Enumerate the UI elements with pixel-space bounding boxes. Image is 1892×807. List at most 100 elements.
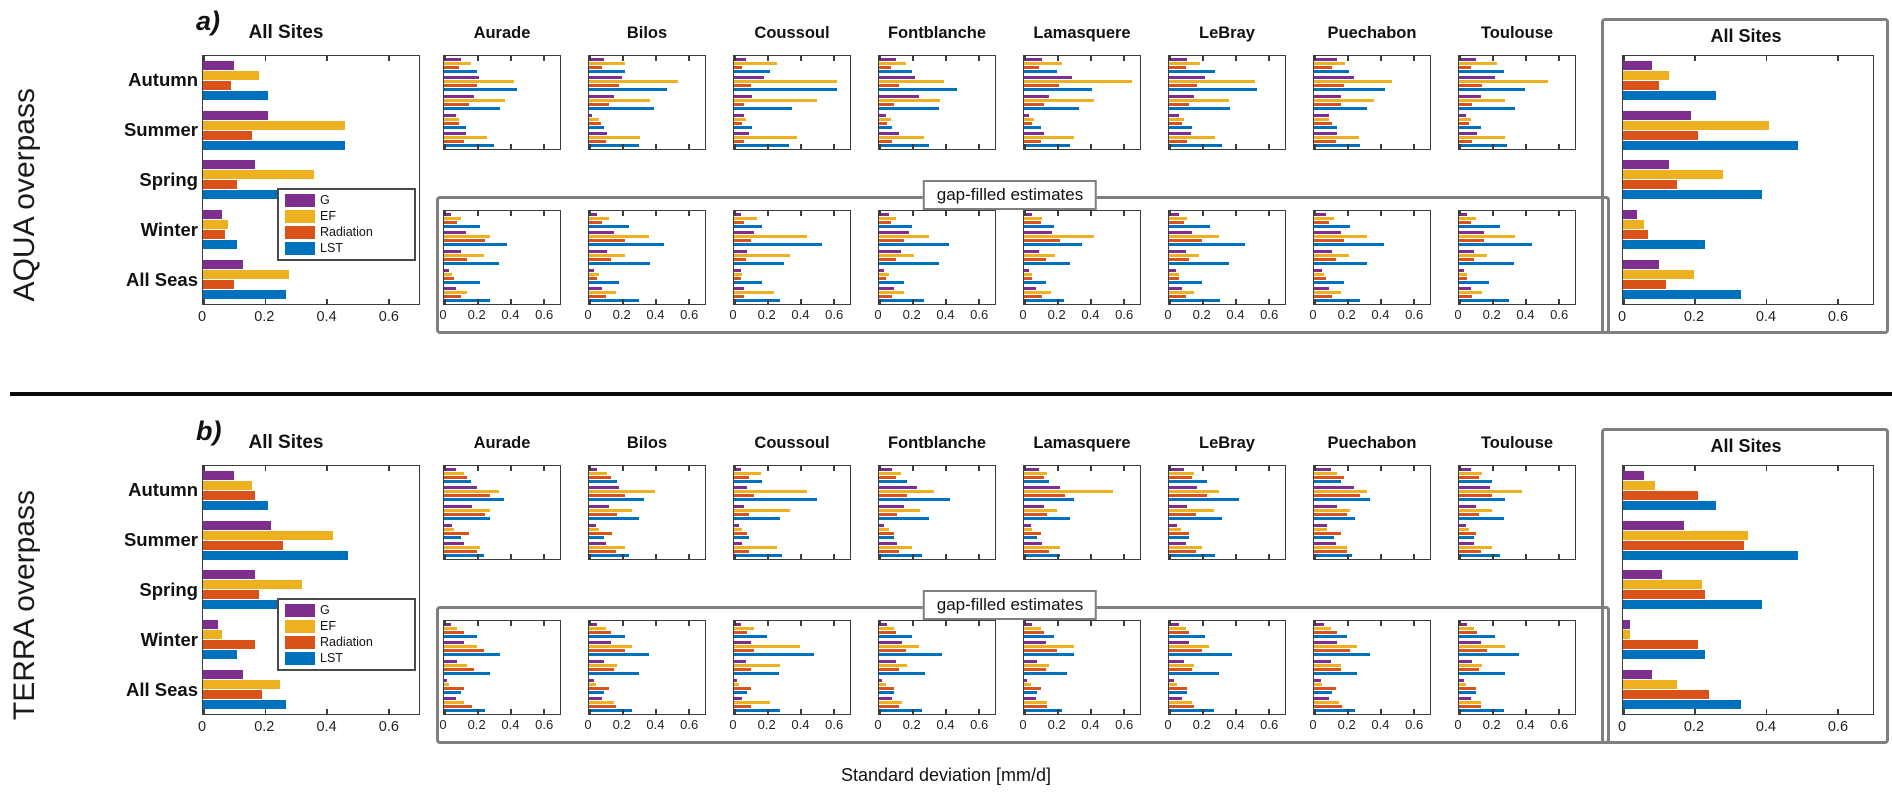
category-label-summer: Summer: [123, 119, 198, 140]
category-label-all-seas: All Seas: [126, 269, 198, 290]
axis-tick: [1380, 621, 1382, 626]
bar-g: [1024, 212, 1033, 216]
axis-tick: [1694, 466, 1696, 471]
bar-g: [1169, 678, 1174, 682]
bar-radiation: [444, 102, 469, 106]
bar-radiation: [734, 220, 744, 224]
x-tick-label: 0: [1454, 307, 1462, 322]
site-title-lebray: LeBray: [1199, 434, 1255, 452]
bar-lst: [734, 69, 771, 73]
bar-group-all-seas: [589, 540, 705, 559]
bar-radiation: [589, 102, 609, 106]
bar-lst: [1459, 653, 1519, 657]
bar-radiation: [203, 590, 259, 600]
bar-group-all-seas: [879, 285, 995, 304]
bar-radiation: [589, 667, 614, 671]
bar-ef: [1314, 272, 1324, 276]
bar-radiation: [444, 239, 486, 243]
axis-tick: [800, 211, 802, 216]
bar-radiation: [589, 475, 611, 479]
sites-grid: Aurade 0 0.2 0.4 0.6 Bilos 0 0.2 0.4 0.6 Coussoul 0…: [439, 0, 1603, 340]
bar-g: [1314, 659, 1331, 663]
bar-ef: [444, 663, 468, 667]
bar-g: [1169, 504, 1188, 508]
axis-tick: [1024, 56, 1026, 61]
bar-group-winter: [1169, 677, 1285, 696]
bar-g: [589, 678, 594, 682]
bar-group-summer: [1169, 485, 1285, 504]
bar-lst: [879, 498, 951, 502]
axis-tick: [1202, 299, 1204, 304]
bar-ef: [444, 546, 481, 550]
axis-tick: [1024, 466, 1026, 471]
x-tick-label: 0.6: [1550, 307, 1569, 322]
panel-label-b: b): [196, 416, 222, 446]
axis-tick: [1492, 299, 1494, 304]
axis-tick: [1268, 211, 1270, 216]
site-chart-aurade-gapfilled: [443, 620, 561, 715]
axis-tick: [833, 709, 835, 714]
site-title-fontblanche: Fontblanche: [887, 24, 987, 42]
bar-radiation: [1459, 475, 1479, 479]
axis-tick: [655, 211, 657, 216]
site-column-coussoul: Coussoul 0 0.2 0.4 0.6: [729, 410, 878, 750]
bar-g: [589, 76, 623, 80]
bar-group-winter: [444, 677, 560, 696]
bar-g: [1024, 678, 1028, 682]
axis-tick: [1202, 554, 1204, 559]
axis-tick: [978, 211, 980, 216]
bar-g: [879, 467, 893, 471]
bar-group-autumn: [1459, 466, 1575, 485]
bar-ef: [1459, 136, 1506, 140]
bar-lst: [1169, 69, 1216, 73]
bar-ef: [1459, 682, 1466, 686]
bar-ef: [1459, 272, 1468, 276]
bar-group-winter: [879, 522, 995, 541]
bar-ef: [589, 546, 626, 550]
x-tick-label: 0.6: [970, 717, 989, 732]
x-tick-label: 0.2: [1337, 307, 1356, 322]
x-tick-label: 0.6: [1405, 307, 1424, 322]
bar-ef: [1314, 136, 1359, 140]
bar-ef: [734, 471, 761, 475]
bar-group-all-seas: [879, 130, 995, 149]
bar-g: [589, 212, 598, 216]
bar-lst: [1314, 634, 1348, 638]
axis-tick: [912, 144, 914, 149]
axis-tick: [879, 56, 881, 61]
bar-g: [1459, 523, 1466, 527]
bar-group-summer: [1459, 75, 1575, 94]
bar-ef: [1459, 527, 1469, 531]
bar-g: [734, 287, 744, 291]
bar-g: [589, 486, 619, 490]
bar-lst: [734, 224, 763, 228]
axis-tick: [1057, 56, 1059, 61]
bar-group-summer: [1314, 485, 1430, 504]
bar-ef: [444, 117, 459, 121]
axis-tick: [833, 466, 835, 471]
bar-g: [1169, 268, 1176, 272]
site-column-lebray: LeBray 0 0.2 0.4 0.6: [1164, 410, 1313, 750]
bar-ef: [1314, 471, 1338, 475]
bar-radiation: [589, 705, 616, 709]
bar-ef: [1623, 120, 1770, 130]
bar-ef: [1459, 235, 1516, 239]
bar-group-winter: [203, 615, 419, 665]
bar-group-spring: [589, 658, 705, 677]
bar-radiation: [203, 491, 256, 501]
bar-g: [734, 249, 748, 253]
bar-ef: [444, 98, 506, 102]
bar-g: [444, 287, 456, 291]
axis-tick: [1169, 554, 1171, 559]
bar-group-all-seas: [203, 664, 419, 714]
axis-tick: [912, 466, 914, 471]
bar-ef: [1169, 272, 1179, 276]
x-tick-label: 0.6: [1260, 717, 1279, 732]
bar-radiation: [1024, 512, 1048, 516]
bar-ef: [1459, 663, 1483, 667]
bar-lst: [444, 653, 501, 657]
bar-ef: [1623, 630, 1631, 640]
bar-g: [589, 523, 596, 527]
site-chart-aurade-raw: [443, 55, 561, 150]
bar-lst: [444, 144, 494, 148]
